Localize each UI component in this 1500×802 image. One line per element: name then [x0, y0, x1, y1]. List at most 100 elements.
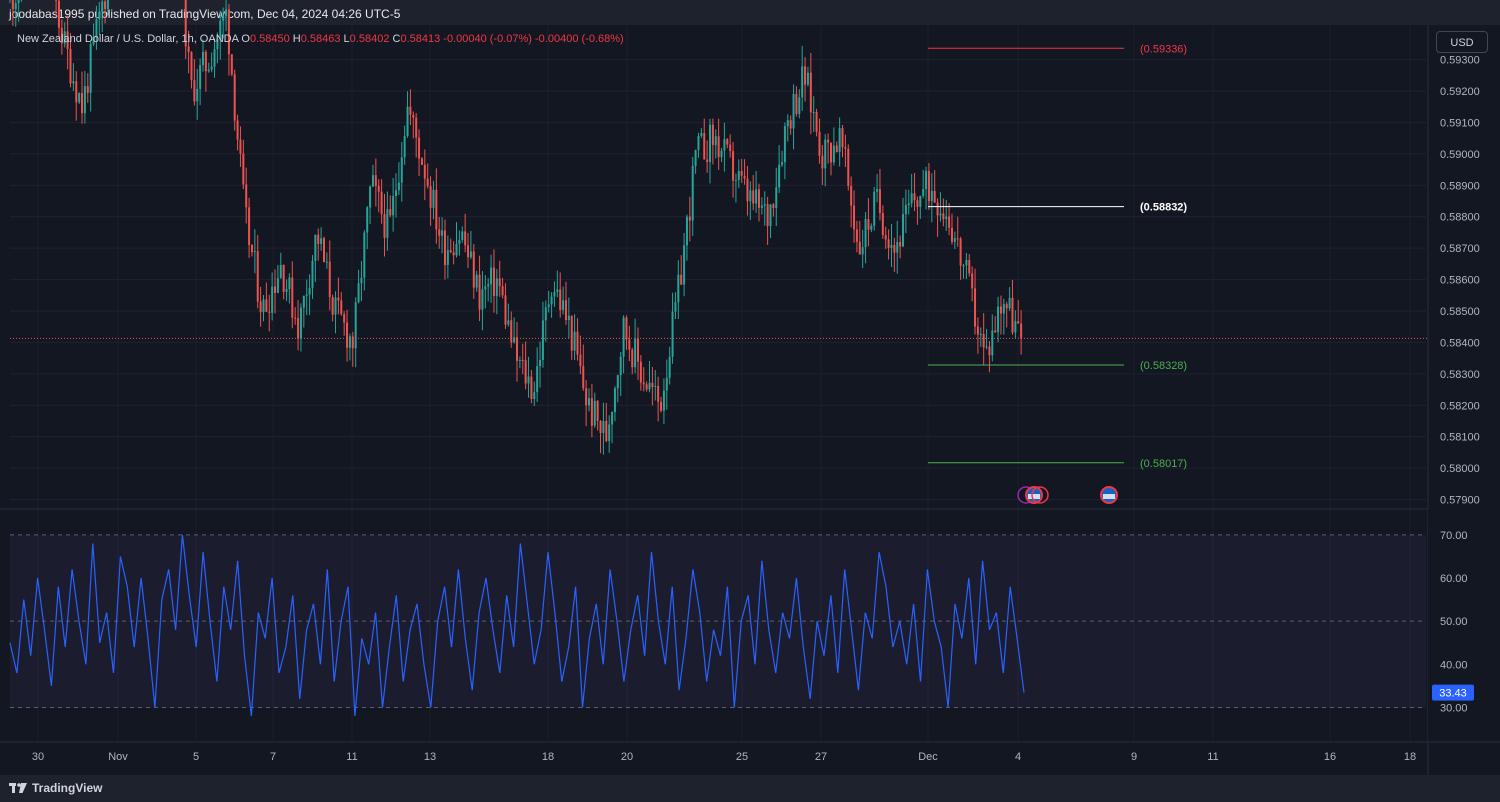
- candle-body: [1014, 321, 1017, 333]
- candle-body: [622, 317, 625, 357]
- candle-body: [674, 302, 677, 312]
- candle-body: [887, 239, 890, 248]
- candle: [429, 176, 432, 226]
- candle: [956, 216, 959, 247]
- published-text: joodabas1995 published on TradingView.co…: [9, 7, 401, 21]
- candle-body: [936, 202, 939, 216]
- candle: [472, 244, 475, 299]
- candle-body: [553, 291, 556, 297]
- us-flag-icon[interactable]: [1031, 486, 1049, 504]
- candle-body: [409, 106, 412, 115]
- candle-body: [593, 400, 596, 426]
- price-axis[interactable]: 0.57900 0.58000 0.58100 0.58200 0.58300 0.584…: [1427, 25, 1500, 775]
- candle-body: [524, 360, 527, 384]
- candle: [469, 230, 472, 260]
- candle: [783, 122, 786, 180]
- candle-body: [86, 86, 89, 93]
- candle: [423, 149, 426, 201]
- candle-body: [432, 189, 435, 208]
- candle-body: [927, 171, 930, 202]
- candle-body: [484, 286, 487, 290]
- candle-body: [455, 243, 458, 256]
- candle-body: [556, 289, 559, 292]
- candle: [959, 236, 962, 280]
- candle: [841, 124, 844, 158]
- candle: [233, 69, 236, 131]
- candle-body: [605, 420, 608, 442]
- candle-body: [611, 412, 614, 425]
- candle-body: [291, 277, 294, 318]
- time-tick-label: 11: [1207, 751, 1218, 763]
- tradingview-logo-icon: [9, 783, 27, 793]
- candle-body: [723, 139, 726, 151]
- candle: [847, 144, 850, 191]
- candle: [322, 236, 325, 263]
- candle-body: [533, 392, 536, 399]
- candle-body: [199, 65, 202, 89]
- candle: [392, 178, 395, 232]
- candle-body: [340, 300, 343, 315]
- candle-body: [729, 144, 732, 152]
- economic-events[interactable]: [1017, 486, 1118, 504]
- candle: [706, 140, 709, 173]
- candle: [279, 252, 282, 279]
- candle: [210, 52, 213, 73]
- candle: [302, 295, 305, 328]
- candle: [227, 3, 230, 76]
- candle-body: [443, 230, 446, 265]
- candle: [230, 54, 233, 77]
- currency-button[interactable]: USD: [1436, 31, 1488, 53]
- candle: [86, 73, 89, 103]
- candle: [763, 191, 766, 226]
- candle-body: [806, 72, 809, 85]
- candle-body: [570, 315, 573, 351]
- level-label-pivot: (0.58832): [1140, 202, 1187, 214]
- candle-body: [925, 171, 928, 190]
- candle: [674, 292, 677, 320]
- candle-body: [867, 219, 870, 230]
- candle: [881, 205, 884, 239]
- candle: [305, 279, 308, 316]
- candle-body: [539, 359, 542, 367]
- candle-body: [308, 288, 311, 295]
- candle: [654, 369, 657, 401]
- candle-body: [392, 195, 395, 216]
- candle: [354, 297, 357, 368]
- candle-body: [66, 31, 69, 49]
- candle: [553, 281, 556, 307]
- candle: [412, 111, 415, 139]
- candle: [202, 39, 205, 72]
- candle: [184, 0, 187, 60]
- candle: [346, 309, 349, 362]
- candle-body: [636, 338, 639, 362]
- candle: [397, 162, 400, 196]
- rsi-series: [9, 534, 1025, 717]
- candle-body: [965, 259, 968, 266]
- candle-body: [896, 242, 899, 253]
- candle-body: [334, 297, 337, 315]
- candle: [207, 62, 210, 73]
- candle: [1008, 287, 1011, 311]
- candle-body: [276, 278, 279, 293]
- candle-body: [778, 164, 781, 188]
- candle: [737, 159, 740, 189]
- candle-body: [720, 150, 723, 158]
- candle: [971, 266, 974, 302]
- candle: [400, 142, 403, 202]
- candle: [426, 163, 429, 189]
- rsi-axis[interactable]: 30.00 40.00 50.00 60.00 70.00 33.43: [1428, 509, 1500, 742]
- tradingview-logo[interactable]: TradingView: [9, 781, 102, 795]
- candle-body: [435, 189, 438, 230]
- candle-body: [994, 330, 997, 333]
- candle: [432, 180, 435, 220]
- price-tick-label: 0.58700: [1440, 243, 1480, 255]
- candle-body: [343, 314, 346, 323]
- candle-body: [55, 0, 58, 1]
- price-tick-label: 0.58200: [1440, 400, 1480, 412]
- candle: [740, 159, 743, 183]
- candle: [72, 63, 75, 91]
- candle-body: [576, 331, 579, 355]
- symbol-name[interactable]: New Zealand Dollar / U.S. Dollar, 1h, OA…: [17, 33, 239, 45]
- time-axis[interactable]: 30 Nov 5 7 11 13 18 20 25 27 Dec 4 9 11 16 18: [0, 741, 1500, 763]
